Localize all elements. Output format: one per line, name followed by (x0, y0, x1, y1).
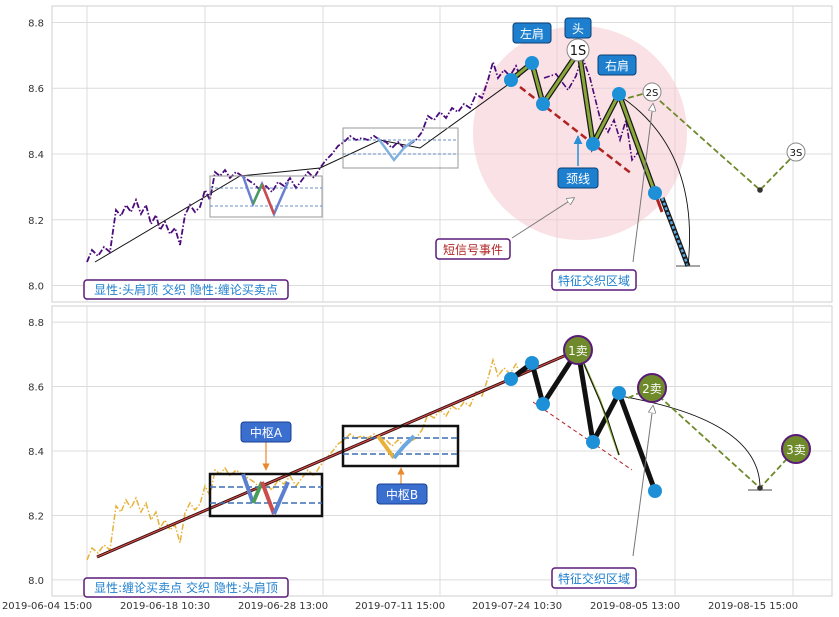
b-node-7 (648, 484, 662, 498)
center-b-box (341, 424, 460, 468)
svg-text:显性:头肩顶 交织 隐性:缠论买卖点: 显性:头肩顶 交织 隐性:缠论买卖点 (94, 282, 278, 297)
center-a-zigzag-red (260, 481, 276, 515)
svg-text:左肩: 左肩 (520, 26, 544, 41)
label-left-shoulder: 左肩 (512, 22, 552, 44)
top-center-a-zigzag-red (260, 183, 276, 215)
legend-bottom: 显性:缠论买卖点 交织 隐性:头肩顶 (83, 577, 289, 598)
b-node-3 (536, 397, 550, 411)
signal-3s-label: 3S (790, 148, 803, 159)
top-center-b-zigzag (376, 137, 415, 163)
legend-top: 显性:头肩顶 交织 隐性:缠论买卖点 (83, 279, 289, 300)
y-tick-label: 8.6 (28, 383, 44, 394)
label-feature-zone-top: 特征交织区域 (551, 269, 637, 291)
label-center-a: 中枢A (240, 421, 292, 443)
node-breakdown (648, 186, 662, 200)
label-head: 头 (564, 17, 592, 39)
x-tick-label: 2019-07-24 10:30 (472, 601, 562, 612)
sell-structure-black-thin (577, 349, 620, 456)
bottom-y-ticks: 8.0 8.2 8.4 8.6 8.8 (28, 318, 44, 587)
y-tick-label: 8.2 (28, 216, 44, 227)
svg-text:颈线: 颈线 (566, 172, 590, 186)
y-tick-label: 8.4 (28, 150, 44, 161)
svg-text:中枢B: 中枢B (386, 487, 418, 502)
svg-text:2卖: 2卖 (642, 382, 662, 396)
svg-text:右肩: 右肩 (605, 58, 629, 73)
center-a-box (208, 472, 324, 518)
y-tick-label: 8.8 (28, 18, 44, 29)
label-short-signal: 短信号事件 (435, 238, 511, 260)
bottom-panel: 8.08.28.48.68.8 2019-06-04 15:00 2019-06-… (2, 305, 833, 612)
feature-zone-arrow-bottom (632, 406, 653, 557)
svg-text:显性:缠论买卖点 交织 隐性:头肩顶: 显性:缠论买卖点 交织 隐性:头肩顶 (94, 580, 278, 595)
x-tick-label: 2019-06-28 13:00 (238, 601, 328, 612)
y-tick-label: 8.2 (28, 511, 44, 522)
signal-3s-circle (786, 142, 806, 162)
b-node-2 (525, 356, 539, 370)
sell-3-marker: 3卖 (781, 434, 811, 464)
x-tick-label: 2019-06-04 15:00 (2, 601, 92, 612)
b-node-6 (612, 386, 626, 400)
node-right-shoulder (612, 87, 626, 101)
signal-2s-circle (642, 82, 662, 102)
label-neckline: 颈线 (557, 167, 599, 189)
top-center-a-zigzag-green (251, 183, 264, 205)
center-b-zigzag-gold (376, 434, 396, 460)
x-tick-label: 2019-06-18 10:30 (120, 601, 210, 612)
center-a-zigzag-blue (241, 473, 255, 504)
label-center-b: 中枢B (376, 483, 428, 505)
node-right-trough (586, 137, 600, 151)
short-signal-arrow (511, 198, 574, 239)
sell-1-marker: 1卖 (563, 335, 593, 365)
short-signal-zone (473, 26, 687, 240)
svg-text:3卖: 3卖 (786, 443, 806, 457)
svg-text:1卖: 1卖 (568, 344, 588, 358)
y-tick-label: 8.8 (28, 318, 44, 329)
feature-zone-arrow-top (632, 104, 653, 263)
x-tick-label: 2019-08-05 13:00 (590, 601, 680, 612)
top-y-ticks: 8.0 8.2 8.4 8.6 8.8 (28, 18, 44, 292)
node-left-trough (536, 97, 550, 111)
top-price-series (86, 58, 521, 263)
sell-2-marker: 2卖 (637, 373, 667, 403)
bottom-price-series (86, 357, 521, 561)
top-forecast-path (627, 91, 797, 192)
bottom-x-ticks: 2019-06-04 15:00 2019-06-18 10:30 2019-06-… (2, 601, 798, 612)
bottom-forecast-point (757, 485, 763, 491)
bottom-neckline (532, 401, 633, 471)
node-ls-start (504, 73, 518, 87)
top-panel: 8.0 8.2 8.4 8.6 8.8 (28, 5, 833, 303)
signal-2s-label: 2S (646, 88, 659, 99)
top-forecast-point (757, 187, 763, 193)
y-tick-label: 8.6 (28, 84, 44, 95)
projection-arc (619, 95, 691, 267)
y-tick-label: 8.4 (28, 447, 44, 458)
top-center-b-box (342, 127, 459, 169)
b-node-5 (586, 435, 600, 449)
y-tick-label: 8.0 (28, 576, 44, 587)
projection-segment-inner (660, 197, 690, 267)
top-center-a-box (209, 175, 323, 218)
svg-text:特征交织区域: 特征交织区域 (558, 571, 630, 586)
center-b-zigzag-blue (392, 434, 416, 460)
x-tick-label: 2019-08-15 15:00 (708, 601, 798, 612)
signal-1s-label: 1S (570, 44, 587, 59)
y-tick-label: 8.0 (28, 282, 44, 293)
bottom-gridlines (52, 306, 832, 596)
label-right-shoulder: 右肩 (597, 54, 637, 76)
bottom-trend-line-red (96, 349, 579, 558)
x-tick-label: 2019-07-11 15:00 (355, 601, 445, 612)
node-left-shoulder (525, 56, 539, 70)
svg-text:中枢A: 中枢A (250, 425, 283, 440)
svg-text:特征交织区域: 特征交织区域 (558, 273, 630, 288)
label-feature-zone-bottom: 特征交织区域 (551, 567, 637, 589)
center-a-zigzag-blue2 (272, 481, 290, 515)
b-node-1 (504, 372, 518, 386)
svg-text:短信号事件: 短信号事件 (443, 243, 503, 257)
svg-text:头: 头 (572, 22, 584, 36)
center-a-zigzag-green (251, 481, 264, 504)
signal-1s-circle (566, 38, 590, 62)
